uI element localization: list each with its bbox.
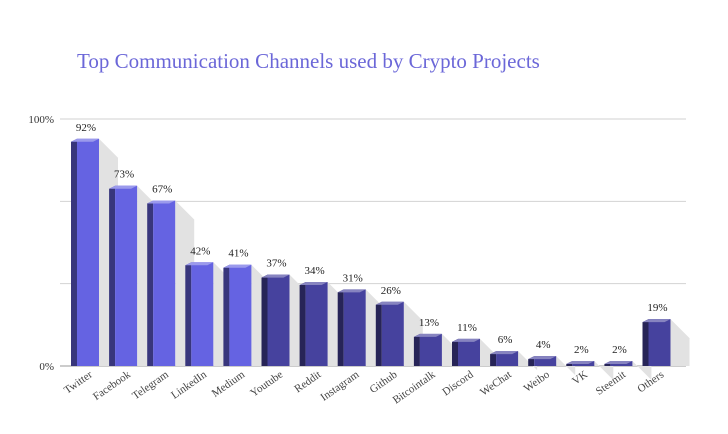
bar-side	[109, 185, 116, 366]
bar	[305, 282, 328, 366]
bar	[496, 351, 519, 366]
x-tick-label: Youtube	[248, 369, 285, 400]
x-tick-label: Weibo	[522, 368, 553, 394]
data-label: 41%	[228, 248, 248, 260]
x-tick-label: Discord	[440, 368, 476, 398]
data-label: 13%	[419, 317, 439, 329]
chart-title: Top Communication Channels used by Crypt…	[77, 49, 540, 73]
bar-top	[337, 289, 366, 293]
bar-side	[337, 289, 344, 366]
bar	[534, 356, 557, 366]
x-tick-label: WeChat	[478, 369, 514, 399]
bar-side	[299, 282, 306, 366]
data-label: 37%	[266, 258, 286, 270]
data-label: 26%	[381, 285, 401, 297]
data-label: 2%	[574, 344, 589, 356]
x-tick-label: Medium	[210, 368, 248, 399]
bar-shadow	[670, 319, 690, 366]
data-label: 42%	[190, 245, 210, 257]
bar	[191, 262, 214, 366]
bar-top	[185, 262, 214, 266]
x-tick-label: Twitter	[62, 368, 95, 396]
data-label: 67%	[152, 184, 172, 196]
bar-side	[490, 351, 497, 366]
bar-top	[223, 264, 252, 268]
bar-top	[604, 361, 633, 365]
bar	[77, 138, 99, 366]
bar-top	[490, 351, 519, 355]
y-tick-label: 0%	[39, 361, 54, 373]
bar-top	[71, 138, 99, 142]
bar-side	[452, 338, 458, 366]
data-label: 11%	[457, 322, 477, 334]
x-tick-label: Reddit	[292, 369, 323, 396]
bar-side	[185, 262, 192, 366]
bar-top	[109, 185, 138, 189]
data-label: 19%	[647, 302, 667, 314]
bar-top	[299, 282, 328, 286]
data-label: 92%	[76, 122, 96, 134]
bar-top	[147, 200, 176, 204]
bar-top	[375, 301, 404, 305]
bar	[343, 289, 366, 366]
x-tick-label: LinkedIn	[169, 368, 209, 401]
bar-side	[413, 333, 420, 366]
bar-shadow	[632, 361, 652, 381]
bar	[229, 264, 252, 366]
bar	[267, 274, 290, 366]
x-tick-label: Instagram	[319, 368, 362, 403]
bar-top	[413, 333, 442, 337]
y-tick-label: 100%	[28, 114, 54, 126]
bar-top	[566, 361, 595, 365]
bar-side	[223, 264, 230, 366]
data-label: 4%	[536, 339, 551, 351]
x-tick-label: Github	[368, 368, 400, 396]
data-label: 73%	[114, 169, 134, 181]
data-label: 31%	[343, 272, 363, 284]
bar-top	[528, 356, 557, 360]
bar-top	[261, 274, 290, 278]
bar-side	[261, 274, 268, 366]
bar	[381, 301, 404, 366]
bar	[419, 333, 442, 366]
data-label: 2%	[612, 344, 627, 356]
bar-side	[71, 138, 77, 366]
bar-side	[147, 200, 154, 366]
bar	[458, 338, 480, 366]
bar-side	[375, 301, 382, 366]
x-tick-label: Facebook	[91, 368, 133, 403]
bar	[115, 185, 138, 366]
data-label: 34%	[305, 265, 325, 277]
bar-side	[642, 319, 649, 366]
bar-layer	[71, 138, 671, 366]
bar	[153, 200, 176, 366]
bar	[648, 319, 671, 366]
bar-top	[642, 319, 671, 323]
data-label: 6%	[498, 334, 513, 346]
bar-shadow	[594, 361, 614, 381]
bar-shadow	[556, 356, 576, 376]
bar-top	[452, 338, 480, 342]
x-tick-label: Bitcointalk	[391, 368, 438, 406]
x-tick-label: Telegram	[130, 368, 171, 402]
